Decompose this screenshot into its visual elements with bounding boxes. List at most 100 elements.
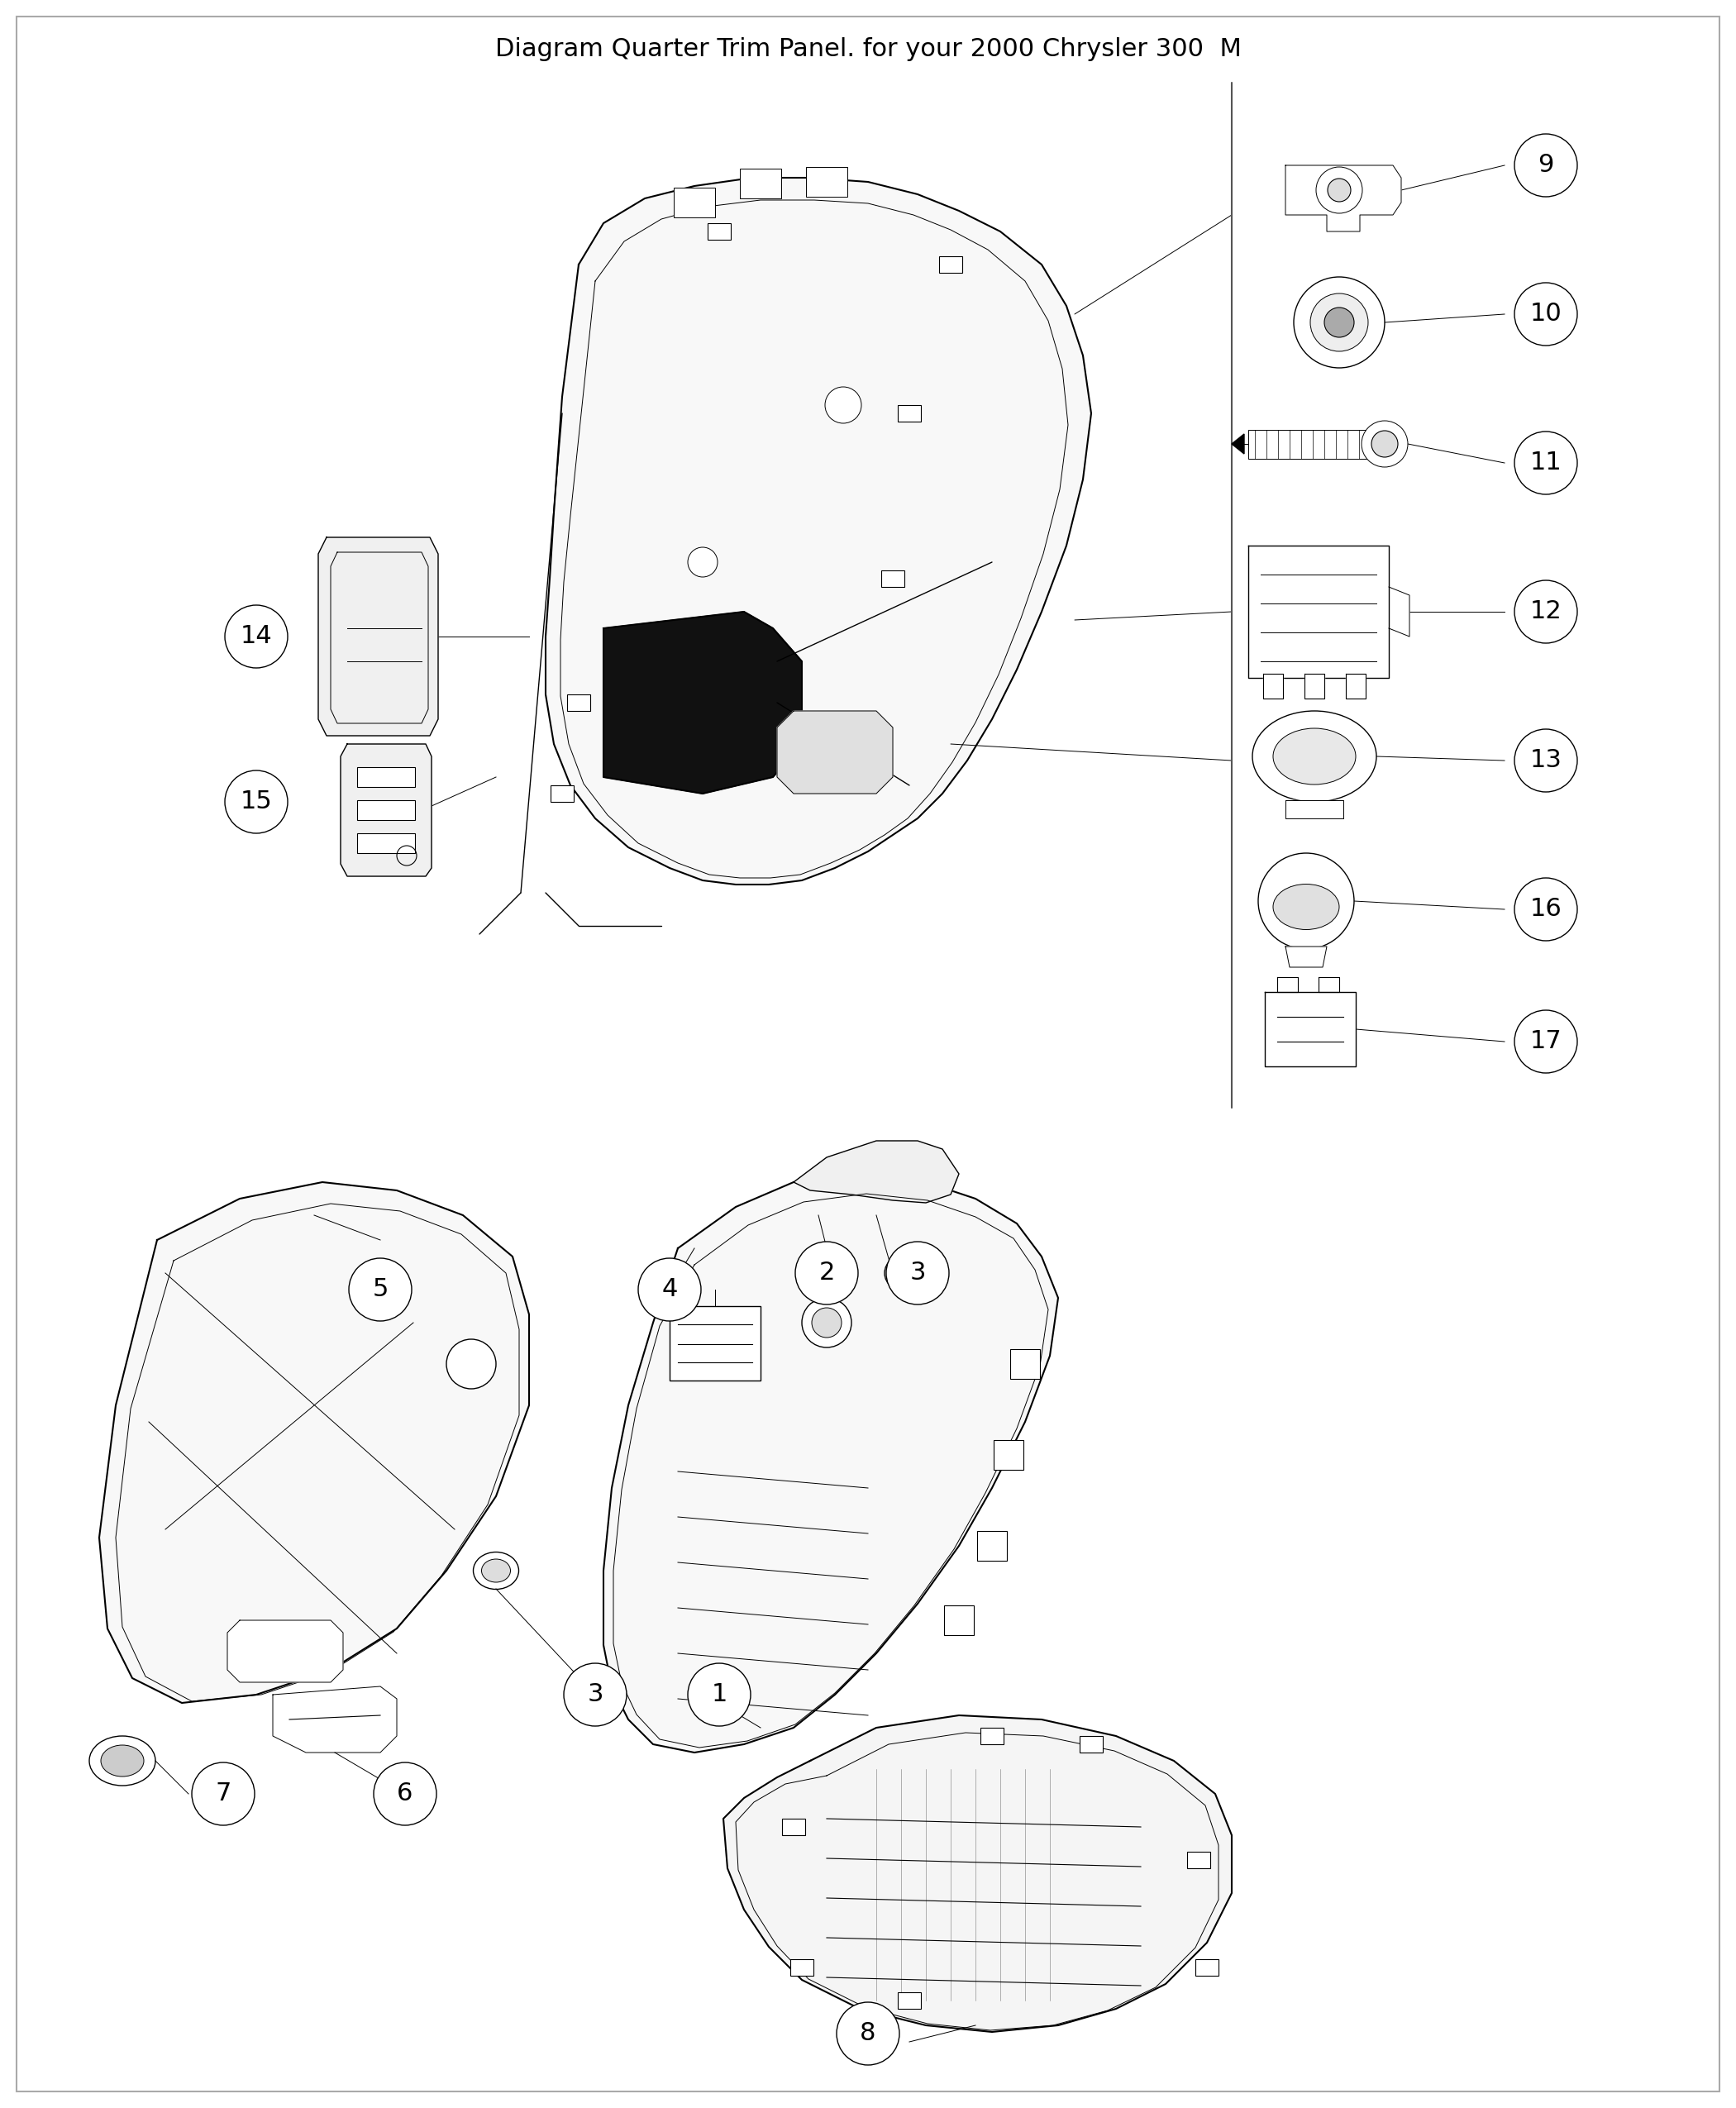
Text: 9: 9 bbox=[1538, 154, 1554, 177]
Circle shape bbox=[373, 1762, 436, 1826]
Bar bbox=[882, 571, 904, 586]
Polygon shape bbox=[1285, 946, 1326, 968]
Circle shape bbox=[639, 1258, 701, 1322]
Polygon shape bbox=[1248, 546, 1389, 679]
Circle shape bbox=[1293, 276, 1385, 369]
Polygon shape bbox=[1266, 993, 1356, 1067]
Polygon shape bbox=[793, 1140, 958, 1204]
Ellipse shape bbox=[894, 1261, 924, 1284]
Polygon shape bbox=[724, 1716, 1233, 2032]
Text: 7: 7 bbox=[215, 1781, 231, 1807]
Text: 8: 8 bbox=[859, 2022, 877, 2045]
Bar bbox=[358, 801, 415, 820]
Polygon shape bbox=[1389, 586, 1410, 637]
Bar bbox=[708, 223, 731, 240]
Circle shape bbox=[812, 1307, 842, 1339]
Bar bbox=[939, 257, 962, 272]
Text: Diagram Quarter Trim Panel. for your 2000 Chrysler 300  M: Diagram Quarter Trim Panel. for your 200… bbox=[495, 38, 1241, 61]
Bar bbox=[944, 1606, 974, 1636]
Bar bbox=[1187, 1851, 1210, 1868]
Polygon shape bbox=[1345, 675, 1366, 698]
Polygon shape bbox=[273, 1686, 398, 1752]
Circle shape bbox=[825, 388, 861, 424]
Polygon shape bbox=[1278, 978, 1299, 993]
Circle shape bbox=[795, 1242, 858, 1305]
Polygon shape bbox=[318, 538, 437, 736]
Circle shape bbox=[885, 1242, 950, 1305]
Bar bbox=[1010, 1349, 1040, 1379]
Text: 3: 3 bbox=[910, 1261, 925, 1286]
Circle shape bbox=[1311, 293, 1368, 352]
Text: 14: 14 bbox=[240, 624, 273, 649]
Circle shape bbox=[687, 548, 717, 578]
Ellipse shape bbox=[1272, 727, 1356, 784]
Polygon shape bbox=[1285, 801, 1344, 818]
Circle shape bbox=[1514, 580, 1578, 643]
Circle shape bbox=[226, 605, 288, 668]
Polygon shape bbox=[99, 1183, 529, 1703]
Circle shape bbox=[1514, 877, 1578, 940]
Polygon shape bbox=[340, 744, 432, 877]
Bar bbox=[790, 1958, 814, 1975]
Bar bbox=[358, 767, 415, 786]
Polygon shape bbox=[1319, 978, 1338, 993]
Polygon shape bbox=[778, 710, 892, 793]
Bar bbox=[670, 1307, 760, 1381]
Bar bbox=[550, 786, 573, 801]
Bar bbox=[898, 1992, 920, 2009]
Text: 12: 12 bbox=[1529, 601, 1562, 624]
Ellipse shape bbox=[481, 1560, 510, 1583]
Circle shape bbox=[226, 769, 288, 833]
Text: 2: 2 bbox=[819, 1261, 835, 1286]
Circle shape bbox=[1514, 729, 1578, 793]
Circle shape bbox=[564, 1663, 627, 1726]
Polygon shape bbox=[545, 177, 1092, 885]
Circle shape bbox=[1371, 430, 1397, 457]
Circle shape bbox=[1514, 135, 1578, 196]
Polygon shape bbox=[1233, 434, 1245, 453]
Ellipse shape bbox=[885, 1254, 934, 1292]
Bar bbox=[568, 694, 590, 710]
Polygon shape bbox=[1304, 675, 1325, 698]
Text: 5: 5 bbox=[372, 1277, 389, 1301]
Bar bbox=[898, 405, 920, 422]
Polygon shape bbox=[604, 611, 802, 793]
Polygon shape bbox=[604, 1174, 1059, 1752]
Bar bbox=[1196, 1958, 1219, 1975]
Text: 1: 1 bbox=[712, 1682, 727, 1707]
Circle shape bbox=[1514, 282, 1578, 346]
Bar bbox=[358, 833, 415, 854]
Text: 17: 17 bbox=[1529, 1029, 1562, 1054]
Circle shape bbox=[446, 1339, 496, 1389]
Ellipse shape bbox=[101, 1745, 144, 1777]
Circle shape bbox=[191, 1762, 255, 1826]
Bar bbox=[981, 1729, 1003, 1743]
Bar bbox=[674, 188, 715, 217]
Text: 6: 6 bbox=[398, 1781, 413, 1807]
Circle shape bbox=[1361, 422, 1408, 468]
Circle shape bbox=[802, 1299, 851, 1347]
Bar bbox=[977, 1530, 1007, 1560]
Ellipse shape bbox=[1252, 710, 1377, 801]
Circle shape bbox=[1325, 308, 1354, 337]
Circle shape bbox=[1514, 1010, 1578, 1073]
Circle shape bbox=[349, 1258, 411, 1322]
Text: 16: 16 bbox=[1529, 898, 1562, 921]
Text: 10: 10 bbox=[1529, 301, 1562, 327]
Bar bbox=[993, 1440, 1024, 1469]
Circle shape bbox=[837, 2003, 899, 2066]
Text: 15: 15 bbox=[240, 790, 273, 814]
Ellipse shape bbox=[1272, 883, 1338, 930]
Text: 3: 3 bbox=[587, 1682, 604, 1707]
Circle shape bbox=[687, 1663, 750, 1726]
Circle shape bbox=[1328, 179, 1351, 202]
Bar bbox=[740, 169, 781, 198]
Polygon shape bbox=[1264, 675, 1283, 698]
Polygon shape bbox=[1248, 430, 1371, 460]
Text: 13: 13 bbox=[1529, 748, 1562, 772]
Polygon shape bbox=[1285, 164, 1401, 232]
Text: 4: 4 bbox=[661, 1277, 677, 1301]
Circle shape bbox=[1514, 432, 1578, 495]
Bar bbox=[806, 167, 847, 196]
Ellipse shape bbox=[89, 1737, 156, 1785]
